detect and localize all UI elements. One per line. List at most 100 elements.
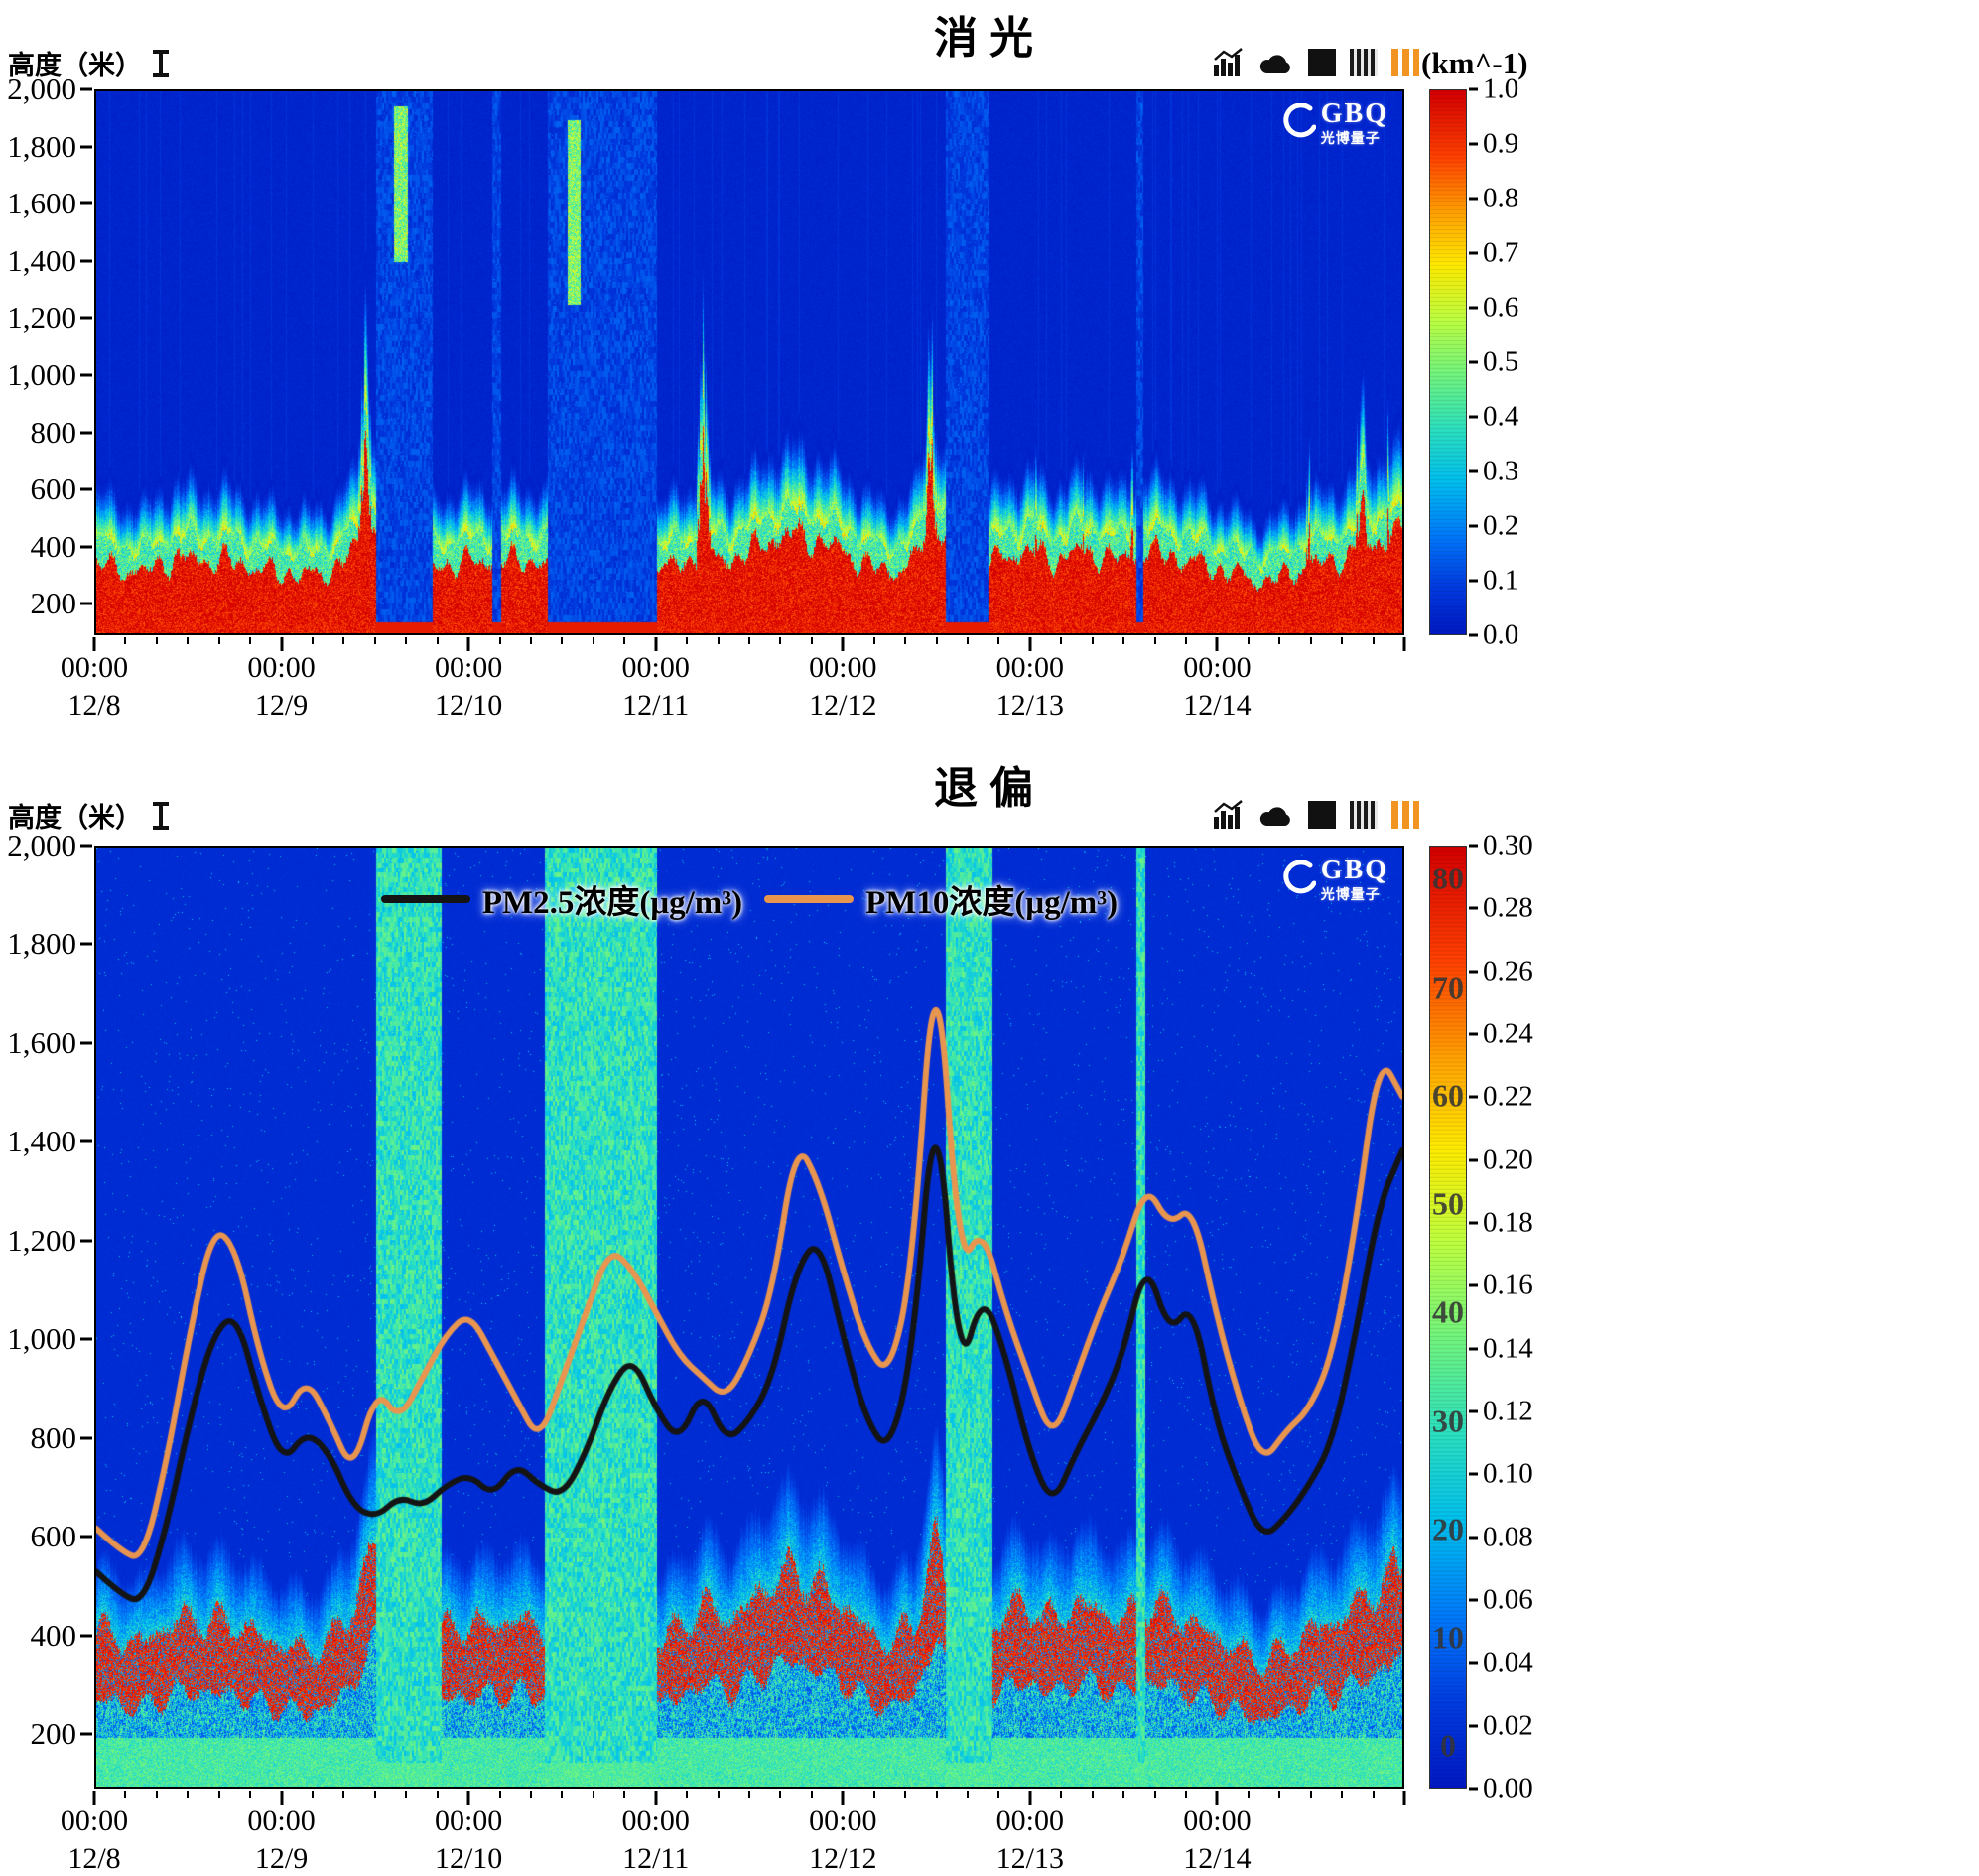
x-tick-mark — [872, 637, 875, 644]
colorbar-tick-label: 0.04 — [1483, 1646, 1533, 1678]
y-tick-label: 1,800 — [7, 128, 76, 164]
colorbar-tick-label: 1.0 — [1483, 72, 1519, 105]
x-tick-mark — [373, 1791, 376, 1798]
x-tick-mark — [342, 1791, 345, 1798]
legend-item-pm10: PM10浓度(μg/m³) — [764, 875, 1118, 923]
y-tick-mark — [80, 145, 92, 149]
x-tick-time-label: 00:00 — [247, 651, 316, 684]
depolarization-colorbar-canvas — [1430, 847, 1466, 1788]
x-tick-mark — [904, 637, 907, 644]
x-tick-date-label: 12/14 — [1183, 689, 1252, 722]
extinction-y-axis: 2,000 1,800 1,600 1,400 1,200 1,000 800 600 400 2… — [0, 71, 94, 635]
x-tick-mark — [92, 1791, 96, 1805]
x-tick-mark — [592, 1791, 594, 1798]
gbq-logo-text: GBQ — [1320, 98, 1388, 129]
striped-square-icon[interactable] — [1350, 49, 1378, 76]
colorbar-tick-label: 0.16 — [1483, 1269, 1533, 1301]
x-tick-mark — [187, 1791, 190, 1798]
x-tick-mark — [967, 637, 969, 644]
x-tick-mark — [1372, 637, 1375, 644]
x-tick-mark — [810, 1791, 813, 1798]
colorbar-tick-label: 0.3 — [1483, 455, 1519, 487]
x-tick-mark — [717, 637, 720, 644]
colorbar-tick-mark — [1469, 906, 1478, 910]
x-tick-time-label: 00:00 — [621, 651, 690, 684]
x-tick-mark — [312, 1791, 314, 1798]
colorbar-tick-label: 0.28 — [1483, 891, 1533, 924]
orange-stripes-icon[interactable] — [1391, 49, 1419, 76]
depolarization-title: 退偏 — [934, 764, 1045, 813]
depolarization-heatmap-canvas — [96, 848, 1402, 1787]
pm-secondary-axis: 80 70 60 50 40 30 20 10 0 — [1427, 846, 1469, 1789]
x-tick-mark — [1028, 637, 1032, 651]
x-tick-date-label: 12/13 — [995, 1842, 1065, 1875]
solid-square-icon[interactable] — [1308, 49, 1336, 76]
colorbar-tick-label: 0.4 — [1483, 400, 1519, 433]
x-tick-mark — [654, 1791, 658, 1805]
y-tick-label: 2,000 — [7, 828, 76, 863]
colorbar-tick-mark — [1469, 142, 1478, 146]
extinction-title: 消光 — [934, 14, 1045, 63]
x-tick-mark — [280, 1791, 284, 1805]
orange-stripes-icon[interactable] — [1391, 801, 1419, 829]
x-tick-mark — [686, 1791, 689, 1798]
colorbar-tick-label: 0.08 — [1483, 1521, 1533, 1553]
x-tick-mark — [1153, 1791, 1156, 1798]
toolbar-bottom — [1213, 800, 1419, 830]
x-tick-mark — [405, 637, 408, 644]
striped-square-icon[interactable] — [1350, 801, 1378, 829]
gbq-logo-swoosh-icon — [1283, 102, 1316, 138]
x-tick-mark — [841, 1791, 845, 1805]
histogram-icon[interactable] — [1213, 48, 1245, 77]
x-tick-mark — [92, 637, 96, 651]
y-tick-mark — [80, 431, 92, 435]
colorbar-tick-mark — [1469, 87, 1478, 91]
x-tick-mark — [1372, 1791, 1375, 1798]
colorbar-tick-label: 0.7 — [1483, 236, 1519, 269]
colorbar-tick-mark — [1469, 1032, 1478, 1036]
x-tick-mark — [654, 637, 658, 651]
y-tick-mark — [80, 87, 92, 91]
x-tick-mark — [1060, 637, 1063, 644]
x-tick-time-label: 00:00 — [247, 1805, 316, 1837]
y-tick-mark — [80, 1732, 92, 1736]
gbq-logo: GBQ 光博量子 — [1282, 99, 1388, 148]
x-tick-time-label: 00:00 — [60, 1805, 129, 1837]
solid-square-icon[interactable] — [1308, 801, 1336, 829]
x-tick-mark — [561, 637, 564, 644]
y-tick-label: 1,800 — [7, 926, 76, 962]
depolarization-x-axis: 00:00 12/8 00:00 12/9 00:00 12/10 00:00 12/11 00… — [61, 1791, 1406, 1876]
x-tick-time-label: 00:00 — [1183, 1805, 1252, 1837]
x-tick-mark — [779, 1791, 782, 1798]
x-tick-mark — [217, 637, 220, 644]
toolbar-top — [1213, 48, 1419, 77]
histogram-icon[interactable] — [1213, 800, 1245, 830]
x-tick-mark — [530, 637, 532, 644]
x-tick-mark — [872, 1791, 875, 1798]
cloud-icon[interactable] — [1258, 50, 1294, 75]
y-tick-label: 1,600 — [7, 186, 76, 221]
y-tick-label: 800 — [30, 1419, 77, 1455]
x-tick-mark — [436, 1791, 439, 1798]
x-tick-date-label: 12/8 — [67, 689, 121, 722]
y-tick-label: 1,000 — [7, 356, 76, 392]
x-tick-mark — [1153, 637, 1156, 644]
x-tick-mark — [1402, 1791, 1406, 1805]
y-tick-label: 800 — [30, 414, 77, 450]
gbq-logo-text: GBQ — [1320, 855, 1388, 885]
colorbar-tick-label: 0.00 — [1483, 1772, 1533, 1805]
x-tick-time-label: 00:00 — [60, 651, 129, 684]
pm-axis-tick-label: 0 — [1440, 1727, 1456, 1764]
pm-axis-tick-label: 20 — [1432, 1511, 1464, 1547]
y-tick-label: 1,000 — [7, 1321, 76, 1357]
colorbar-tick-label: 0.10 — [1483, 1457, 1533, 1490]
x-tick-mark — [748, 637, 750, 644]
colorbar-tick-mark — [1469, 1347, 1478, 1351]
x-tick-mark — [1091, 637, 1094, 644]
y-tick-label: 400 — [30, 528, 77, 564]
extinction-colorbar-canvas — [1430, 90, 1466, 634]
x-tick-mark — [1247, 1791, 1250, 1798]
colorbar-tick-label: 0.18 — [1483, 1206, 1533, 1239]
cloud-icon[interactable] — [1258, 802, 1294, 828]
colorbar-tick-label: 0.8 — [1483, 182, 1519, 214]
